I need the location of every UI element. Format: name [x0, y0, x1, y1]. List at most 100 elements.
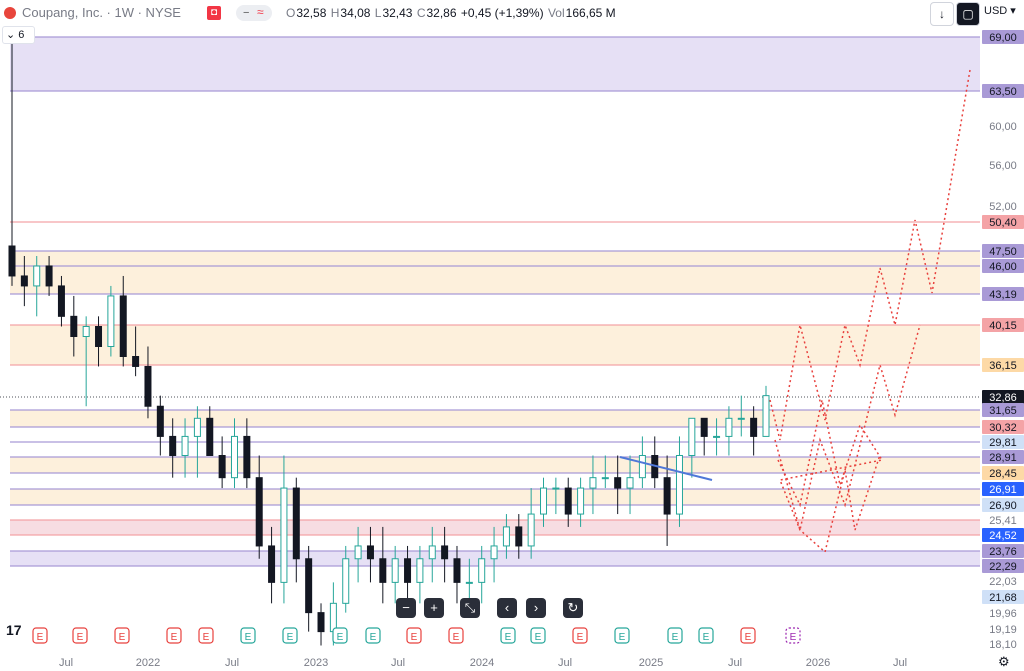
- candle-body: [132, 356, 140, 367]
- candle-body: [45, 265, 53, 287]
- price-axis-label: 40,15: [989, 320, 1017, 332]
- earnings-marker-label: E: [672, 632, 679, 643]
- price-axis-label: 69,00: [989, 32, 1017, 44]
- ohlc-readout: O32,58 H34,08 L32,43 C32,86 +0,45 (+1,39…: [286, 6, 617, 20]
- earnings-marker-label: E: [245, 632, 252, 643]
- price-axis-label: 21,68: [989, 592, 1017, 604]
- close-label: C: [416, 6, 426, 20]
- price-axis-label: 26,91: [989, 484, 1017, 496]
- price-axis-label: 25,41: [989, 515, 1017, 527]
- candle-body: [663, 477, 671, 515]
- price-axis-label: 31,65: [989, 405, 1017, 417]
- zone-band: [10, 520, 980, 535]
- earnings-marker-label: E: [619, 632, 626, 643]
- earnings-marker: [572, 627, 588, 644]
- candle-body: [156, 405, 164, 437]
- scroll-right-button[interactable]: ›: [526, 598, 546, 618]
- price-label-bg: [982, 244, 1024, 258]
- reset-scale-button[interactable]: ⤡: [460, 598, 480, 618]
- earnings-marker: [667, 627, 683, 644]
- candle-body: [577, 487, 585, 515]
- price-label-bg: [982, 403, 1024, 417]
- candle-body: [540, 487, 548, 515]
- toggle-pill[interactable]: [236, 5, 272, 21]
- price-label-bg: [982, 287, 1024, 301]
- price-label-bg: [982, 318, 1024, 332]
- arrow-down-button[interactable]: ↓: [930, 2, 954, 26]
- refresh-icon: ↻: [567, 600, 579, 615]
- earnings-marker-upcoming-label: E: [790, 632, 797, 643]
- settings-icon[interactable]: ⚙: [998, 654, 1010, 669]
- candle-body: [404, 558, 412, 583]
- price-label-bg: [982, 559, 1024, 573]
- zoom-in-button[interactable]: +: [424, 598, 444, 618]
- zoom-out-icon: −: [402, 600, 410, 615]
- candle-body: [626, 477, 634, 489]
- price-label-bg: [982, 544, 1024, 558]
- price-axis-label: 22,03: [989, 576, 1017, 588]
- candle-body: [441, 545, 449, 560]
- earnings-marker: [332, 627, 348, 644]
- candle-body: [305, 558, 313, 614]
- price-axis-label: 30,32: [989, 422, 1017, 434]
- interval-badge[interactable]: ⌄ 6: [2, 26, 35, 44]
- candle-body: [181, 435, 189, 457]
- fullscreen-button[interactable]: ▢: [956, 2, 980, 26]
- candle-body: [601, 477, 609, 480]
- currency-select[interactable]: USD ▾: [984, 5, 1016, 17]
- earnings-marker: [166, 627, 182, 644]
- candle-body: [515, 526, 523, 547]
- symbol-title[interactable]: Coupang, Inc. · 1W · NYSE: [22, 5, 181, 20]
- refresh-button[interactable]: ↻: [563, 598, 583, 618]
- price-label-bg: [982, 528, 1024, 542]
- earnings-marker: [500, 627, 516, 644]
- candle-body: [552, 487, 560, 490]
- candle-body: [391, 558, 399, 583]
- price-axis-label: 22,29: [989, 561, 1017, 573]
- zone-band: [10, 37, 980, 91]
- currency-label: USD: [984, 5, 1008, 17]
- candle-body: [342, 558, 350, 604]
- zoom-out-button[interactable]: −: [396, 598, 416, 618]
- candle-body: [379, 558, 387, 583]
- earnings-marker-label: E: [703, 632, 710, 643]
- price-label-bg: [982, 435, 1024, 449]
- scroll-left-button[interactable]: ‹: [497, 598, 517, 618]
- price-axis-label: 19,19: [989, 624, 1017, 636]
- price-axis-label: 32,86: [989, 392, 1017, 404]
- time-axis-label: 2022: [136, 657, 160, 669]
- price-label-bg: [982, 482, 1024, 496]
- earnings-marker-label: E: [505, 632, 512, 643]
- earnings-marker-label: E: [37, 632, 44, 643]
- earnings-marker: [406, 627, 422, 644]
- candle-body: [20, 275, 28, 287]
- price-label-bg: [982, 30, 1024, 44]
- earnings-marker-label: E: [77, 632, 84, 643]
- price-label-bg: [982, 390, 1024, 404]
- price-axis-label: 43,19: [989, 289, 1017, 301]
- candle-body: [527, 513, 535, 547]
- open-value: 32,58: [296, 6, 327, 20]
- price-label-bg: [982, 358, 1024, 372]
- alert-icon[interactable]: ◘: [207, 6, 221, 20]
- price-label-bg: [982, 420, 1024, 434]
- earnings-marker: [282, 627, 298, 644]
- tradingview-logo[interactable]: 17: [6, 622, 22, 638]
- candle-body: [725, 417, 733, 437]
- price-axis-label: 19,96: [989, 608, 1017, 620]
- candle-body: [589, 477, 597, 489]
- candle-body: [675, 455, 683, 515]
- earnings-marker: [240, 627, 256, 644]
- projection-path: [777, 399, 884, 554]
- candle-body: [243, 435, 251, 479]
- candle-body: [614, 477, 622, 489]
- change-value: +0,45 (+1,39%): [460, 6, 544, 20]
- candle-body: [750, 417, 758, 437]
- earnings-marker-upcoming: [785, 627, 801, 644]
- candle-body: [280, 487, 288, 583]
- candle-body: [329, 602, 337, 633]
- scroll-right-icon: ›: [533, 600, 539, 615]
- price-label-bg: [982, 466, 1024, 480]
- volume-value: 166,65 M: [565, 6, 616, 20]
